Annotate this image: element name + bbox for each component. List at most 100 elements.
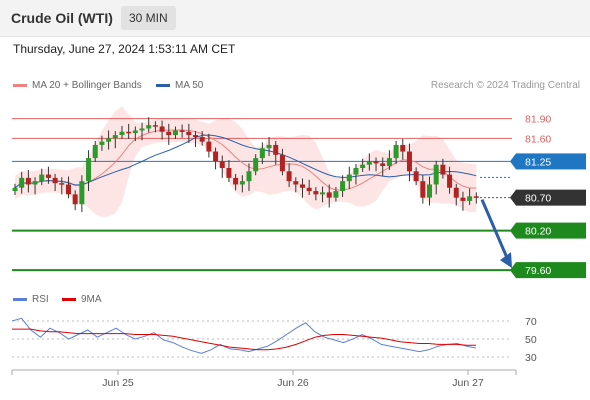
candle-body xyxy=(65,184,71,195)
candle-body xyxy=(433,164,439,185)
header-bar: Crude Oil (WTI) 30 MIN xyxy=(0,0,590,37)
candle-body xyxy=(353,168,359,175)
candle-body xyxy=(172,130,178,136)
legend-ma50: MA 50 xyxy=(156,80,203,91)
level-tag-81-25 xyxy=(516,153,586,170)
candle-body xyxy=(99,141,105,145)
candle-body xyxy=(400,144,406,152)
candle-body xyxy=(139,128,145,131)
candle-body xyxy=(86,158,92,182)
level-label-81-25: 81.25 xyxy=(525,156,551,168)
candle-body xyxy=(380,163,386,167)
candle-body xyxy=(453,187,459,198)
candle-body xyxy=(279,154,285,172)
candle-body xyxy=(259,148,265,159)
candle-body xyxy=(366,161,372,165)
level-label-81-90: 81.90 xyxy=(525,114,551,126)
candle-body xyxy=(179,130,185,132)
candle-body xyxy=(413,171,419,182)
candle-body xyxy=(79,181,85,205)
candle-body xyxy=(427,184,433,198)
level-label-80-20: 80.20 xyxy=(525,226,551,238)
rsi-tick-50: 50 xyxy=(525,334,537,346)
ma20-swatch xyxy=(13,84,27,87)
candle-body xyxy=(59,183,65,185)
ma50-line xyxy=(14,134,477,189)
candle-body xyxy=(473,196,479,198)
timeframe-badge[interactable]: 30 MIN xyxy=(121,6,176,30)
candle-body xyxy=(19,177,25,188)
rsi-tick-70: 70 xyxy=(525,316,537,328)
candle-body xyxy=(233,177,239,185)
candle-body xyxy=(39,174,45,182)
candle-body xyxy=(333,191,339,198)
candle-body xyxy=(246,171,252,182)
level-tag-79-60 xyxy=(516,262,586,279)
candle-body xyxy=(159,126,165,132)
candle-body xyxy=(126,131,132,134)
candle-body xyxy=(393,144,399,159)
candle-body xyxy=(186,131,192,136)
rsi-series-9ma xyxy=(12,328,476,351)
x-tick-label: Jun 25 xyxy=(102,377,134,389)
rsi-tick-30: 30 xyxy=(525,352,537,364)
candle-body xyxy=(406,151,412,172)
rsi-swatch xyxy=(13,298,27,301)
candle-body xyxy=(92,144,98,159)
candle-body xyxy=(286,171,292,182)
candle-body xyxy=(467,196,473,201)
candle-body xyxy=(213,151,219,162)
candle-body xyxy=(226,168,232,178)
candle-body xyxy=(206,141,212,152)
candle-body xyxy=(447,174,453,188)
legend-ma20-label: MA 20 + Bollinger Bands xyxy=(32,80,142,91)
candle-body xyxy=(266,144,272,149)
credit-text: Research © 2024 Trading Central xyxy=(430,80,580,91)
level-tag-arrow-81-25 xyxy=(510,153,516,170)
candle-body xyxy=(32,181,38,185)
level-tag-80-70 xyxy=(516,189,586,206)
legend-ma50-label: MA 50 xyxy=(175,80,204,91)
candle-body xyxy=(106,138,112,142)
level-label-79-60: 79.60 xyxy=(525,265,551,277)
forecast-arrowhead xyxy=(500,252,512,269)
legend-rsi: RSI xyxy=(13,294,49,305)
ma9-swatch xyxy=(62,298,76,301)
candle-body xyxy=(346,174,352,182)
chart-datetime: Thursday, June 27, 2024 1:53:11 AM CET xyxy=(13,42,236,56)
candle-body xyxy=(313,191,319,195)
candle-body xyxy=(326,192,332,198)
candle-body xyxy=(25,177,31,185)
candles-group xyxy=(12,117,479,213)
x-tick-label: Jun 26 xyxy=(277,377,309,389)
candle-body xyxy=(460,197,466,201)
candle-body xyxy=(320,192,326,195)
candle-body xyxy=(152,125,158,127)
legend-ma20: MA 20 + Bollinger Bands xyxy=(13,80,142,91)
legend-9ma-label: 9MA xyxy=(81,294,102,305)
candle-body xyxy=(112,135,118,139)
candle-body xyxy=(440,164,446,175)
candle-body xyxy=(166,131,172,136)
candle-body xyxy=(293,181,299,185)
candle-body xyxy=(420,181,426,198)
candle-body xyxy=(199,137,205,142)
candle-body xyxy=(253,158,259,172)
ma20-line xyxy=(14,129,477,191)
candle-body xyxy=(132,130,138,134)
candle-body xyxy=(119,131,125,136)
level-tag-arrow-79-60 xyxy=(510,262,516,279)
rsi-series-rsi xyxy=(11,317,477,354)
forecast-arrow-shaft xyxy=(480,199,510,261)
instrument-title: Crude Oil (WTI) xyxy=(11,10,113,26)
candle-body xyxy=(72,194,78,205)
candle-body xyxy=(239,181,245,185)
candle-body xyxy=(273,144,279,155)
candle-body xyxy=(360,164,366,168)
level-label-81-60: 81.60 xyxy=(525,133,551,145)
legend-rsi-label: RSI xyxy=(32,294,49,305)
level-tag-arrow-80-20 xyxy=(510,222,516,239)
level-tag-arrow-80-70 xyxy=(510,189,516,206)
x-tick-label: Jun 27 xyxy=(452,377,484,389)
